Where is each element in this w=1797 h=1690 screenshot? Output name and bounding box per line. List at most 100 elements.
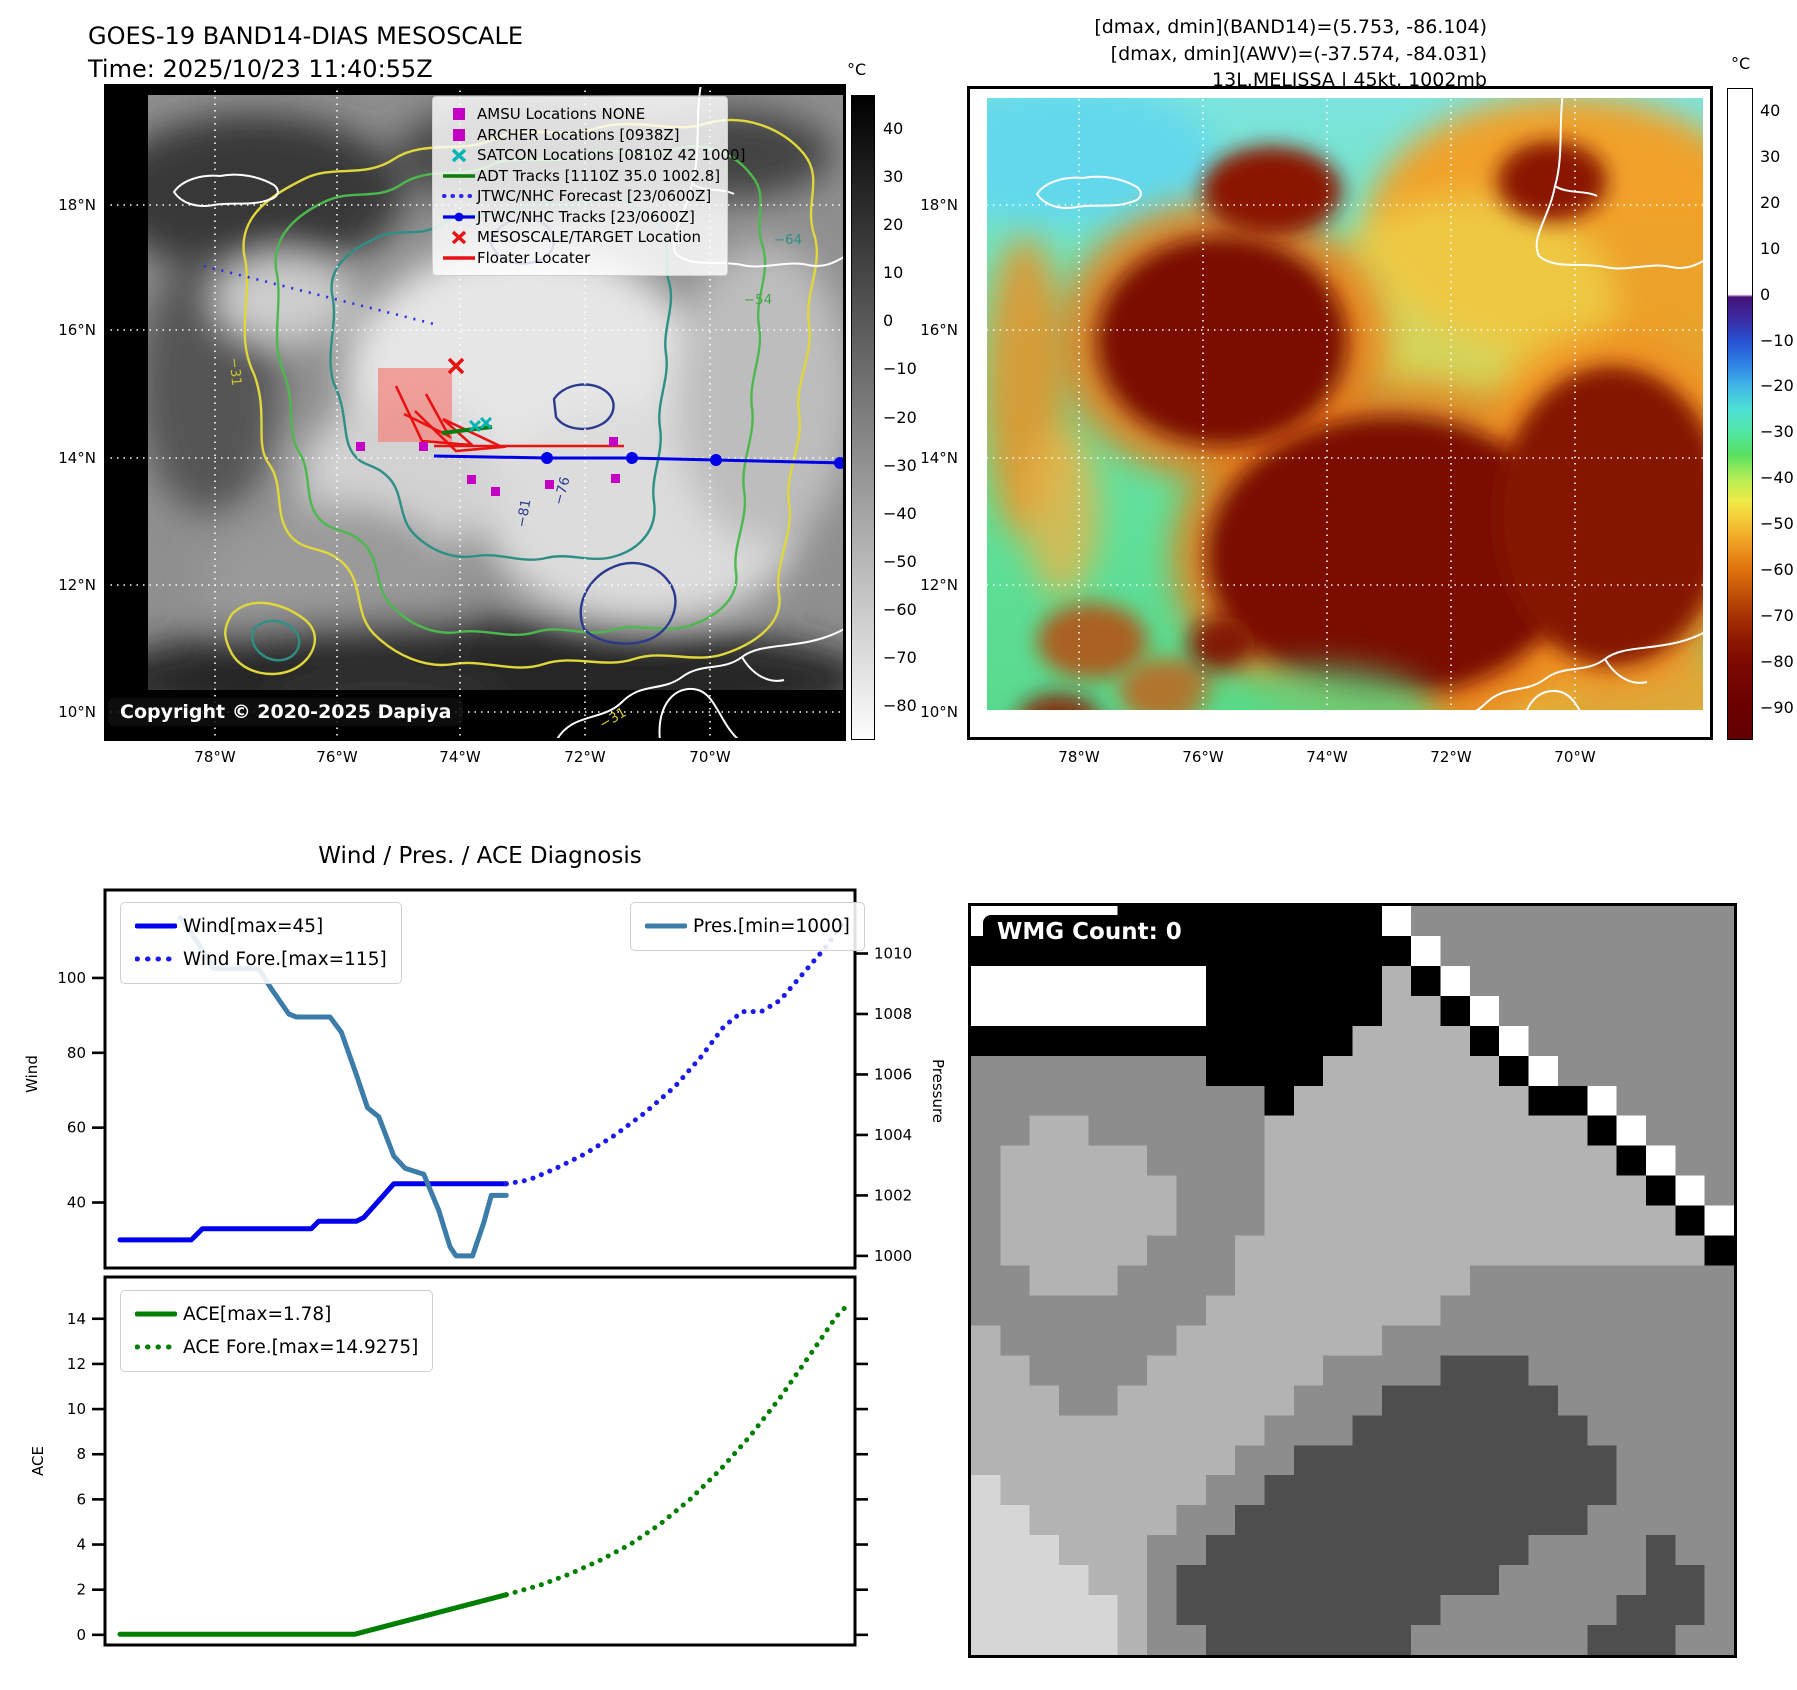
pressure-legend: Pres.[min=1000] [630,902,865,951]
colorbar-tick-label: 40 [883,118,904,138]
band14-colorbar [851,95,875,740]
svg-text:14: 14 [67,1310,86,1328]
dotted-line-icon [134,949,183,970]
colorbar-tick-label: 10 [883,263,904,283]
square-icon [441,107,477,121]
lon-label: 74°W [439,748,481,766]
line-icon [441,251,477,265]
colorbar-tick-label: 20 [883,214,904,234]
figure-title-block: GOES-19 BAND14-DIAS MESOSCALE Time: 2025… [88,20,523,86]
legend-item-label: JTWC/NHC Tracks [23/0600Z] [477,207,695,226]
lat-label: 18°N [58,196,96,214]
legend-item: JTWC/NHC Tracks [23/0600Z] [441,207,717,228]
storm-info-block: [dmax, dmin](BAND14)=(5.753, -86.104) [d… [1094,14,1487,94]
colorbar-tick-label: −10 [883,359,917,379]
svg-text:2: 2 [76,1581,86,1599]
storm-id-intensity: 13L.MELISSA | 45kt, 1002mb [1212,69,1487,92]
series-ace [117,1592,509,1637]
chart-legend-item: Wind Fore.[max=115] [134,943,387,976]
colorbar-tick-label: 10 [1760,238,1781,258]
satellite-map-awv [967,86,1713,740]
line-icon [644,916,693,937]
svg-text:6: 6 [76,1490,86,1508]
svg-text:60: 60 [67,1119,86,1137]
ace-legend: ACE[max=1.78] ACE Fore.[max=14.9275] [120,1290,434,1372]
colorbar-tick-label: −60 [883,600,917,620]
lat-label: 16°N [58,321,96,339]
colorbar-tick-label: −20 [883,407,917,427]
legend-item: ARCHER Locations [0938Z] [441,125,717,146]
colorbar-tick-label: 0 [1760,284,1771,304]
lat-label: 12°N [58,576,96,594]
map-legend: AMSU Locations NONE ARCHER Locations [093… [432,96,745,276]
lon-label: 70°W [1554,748,1596,766]
wind-axis-label: Wind [23,1055,41,1093]
svg-text:−81: −81 [514,498,535,529]
colorbar-tick-label: −80 [1760,651,1794,671]
colorbar-tick-label: −30 [1760,422,1794,442]
lat-label: 10°N [920,703,958,721]
svg-text:12: 12 [67,1355,86,1373]
chart-legend-item: ACE[max=1.78] [134,1298,418,1331]
x-icon [441,230,477,245]
dotted-line-icon [134,1337,183,1358]
legend-item-label: ARCHER Locations [0938Z] [477,125,680,144]
colorbar-tick-label: 30 [1760,146,1781,166]
colorbar-tick-label: −80 [883,696,917,716]
wind-legend: Wind[max=45] Wind Fore.[max=115] [120,902,402,984]
colorbar-tick-label: −30 [883,455,917,475]
x-icon [441,148,477,163]
line-icon [134,1304,183,1325]
lon-label: 70°W [689,748,731,766]
colorbar-tick-label: −70 [1760,606,1794,626]
copyright-badge: Copyright © 2020-2025 Dapiya [108,698,464,726]
chart-legend-label: Wind Fore.[max=115] [183,949,387,970]
ace-axis-label: ACE [29,1446,47,1476]
wmg-panel [968,903,1737,1658]
svg-text:10: 10 [67,1400,86,1418]
colorbar-tick-label: −40 [883,503,917,523]
legend-item: JTWC/NHC Forecast [23/0600Z] [441,186,717,207]
line-icon [134,916,183,937]
svg-text:1008: 1008 [874,1005,912,1023]
lon-label: 76°W [316,748,358,766]
awv-colorbar-unit: °C [1731,54,1751,73]
colorbar-tick-label: −20 [1760,376,1794,396]
awv-colorbar [1727,88,1753,740]
svg-text:−31: −31 [226,357,244,387]
wmg-grid-image [971,906,1734,1655]
lat-label: 16°N [920,321,958,339]
colorbar-tick-label: −60 [1760,560,1794,580]
dmax-dmin-awv: [dmax, dmin](AWV)=(-37.574, -84.031) [1110,42,1487,65]
chart-legend-label: ACE Fore.[max=14.9275] [183,1337,419,1358]
lon-label: 78°W [194,748,236,766]
colorbar-tick-label: 40 [1760,100,1781,120]
timestamp: Time: 2025/10/23 11:40:55Z [88,55,433,84]
linedot-icon [441,210,477,224]
satellite-map-band14: −31−31−54−64−76−81 [104,84,846,741]
wmg-count-badge: WMG Count: 0 [983,915,1196,949]
lon-label: 76°W [1182,748,1224,766]
colorbar-tick-label: −50 [1760,514,1794,534]
chart-legend-item: ACE Fore.[max=14.9275] [134,1331,419,1364]
band14-colorbar-unit: °C [847,60,867,79]
series-wind-fore- [503,919,847,1187]
svg-text:−64: −64 [774,232,803,248]
lon-label: 74°W [1306,748,1348,766]
svg-text:8: 8 [76,1445,86,1463]
legend-item-label: ADT Tracks [1110Z 35.0 1002.8] [477,166,721,185]
mesoscale-target-box [378,368,452,442]
jtwc-forecast-line [203,264,435,326]
legend-item-label: JTWC/NHC Forecast [23/0600Z] [477,187,712,206]
charts-title: Wind / Pres. / ACE Diagnosis [318,843,642,869]
svg-text:−76: −76 [551,475,574,507]
legend-item-label: AMSU Locations NONE [477,105,646,124]
colorbar-tick-label: −90 [1760,697,1794,717]
legend-item: Floater Locater [441,248,717,269]
line-icon [441,169,477,183]
chart-legend-item: Pres.[min=1000] [644,910,850,943]
jtwc-track-line [433,452,846,469]
lat-label: 18°N [920,196,958,214]
dotted-icon [441,189,477,203]
